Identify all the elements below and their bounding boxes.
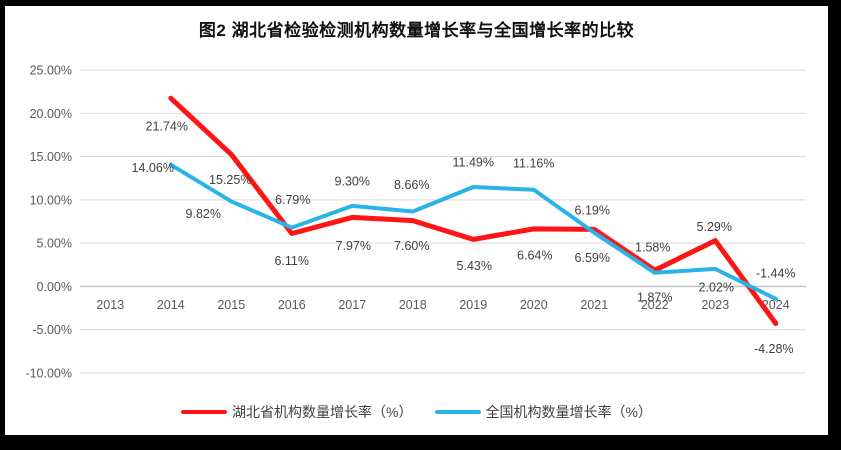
y-axis-tick-label: 15.00% [30, 150, 72, 164]
x-axis-tick-label: 2023 [701, 298, 729, 312]
data-label: 6.79% [275, 193, 310, 207]
data-label: 5.29% [697, 220, 732, 234]
data-label: 14.06% [132, 161, 174, 175]
line-chart: 25.00% 20.00% 15.00% 10.00% 5.00% 0.00% -5.00%… [25, 64, 806, 381]
x-axis-tick-label: 2017 [338, 298, 366, 312]
data-label: 11.49% [453, 155, 494, 169]
x-axis-tick-label: 2018 [399, 298, 427, 312]
legend-item-national: 全国机构数量增长率（%） [434, 402, 652, 422]
legend-swatch-national [434, 410, 481, 414]
data-label: 6.59% [575, 251, 610, 265]
x-axis-tick-label: 2016 [278, 298, 306, 312]
y-axis-tick-label: 5.00% [37, 237, 72, 251]
data-label: 7.97% [336, 239, 371, 253]
data-label: 21.74% [146, 120, 188, 134]
data-label: 6.64% [517, 248, 552, 262]
series-line-hubei [168, 95, 779, 326]
data-label: 6.11% [274, 254, 309, 268]
legend-label-hubei: 湖北省机构数量增长率（%） [232, 404, 413, 420]
x-axis-tick-label: 2014 [157, 298, 185, 312]
y-axis-tick-label: 20.00% [30, 107, 72, 121]
data-label: 1.87% [637, 291, 672, 305]
y-axis-tick-label: 25.00% [30, 64, 72, 78]
x-axis-tick-label: 2020 [520, 298, 548, 312]
x-axis-tick-label: 2013 [96, 298, 124, 312]
data-label: 7.60% [394, 239, 429, 253]
y-axis-tick-label: -5.00% [32, 323, 72, 337]
x-axis-tick-label: 2019 [459, 298, 487, 312]
data-label: 15.25% [209, 173, 251, 187]
chart-title: 图2 湖北省检验检测机构数量增长率与全国增长率的比较 [198, 21, 635, 40]
x-axis-tick-label: 2015 [217, 298, 245, 312]
legend-label-national: 全国机构数量增长率（%） [485, 404, 652, 420]
data-label: 5.43% [457, 259, 492, 273]
series-line-national [168, 162, 778, 301]
data-label: 11.16% [513, 156, 554, 170]
x-axis-tick-label: 2021 [580, 298, 608, 312]
x-axis-tick-label: 2022 [641, 298, 669, 312]
y-axis-tick-label: 10.00% [30, 193, 72, 207]
x-axis-tick-label: 2024 [762, 298, 790, 312]
data-label: -4.28% [754, 342, 794, 356]
legend-item-hubei: 湖北省机构数量增长率（%） [181, 402, 413, 422]
data-label: 1.58% [635, 240, 670, 254]
y-axis-tick-label: 0.00% [37, 280, 72, 294]
y-axis-tick-label: -10.00% [25, 367, 72, 381]
data-label: 9.82% [186, 207, 221, 221]
data-label: 2.02% [699, 280, 734, 294]
chart-legend: 湖北省机构数量增长率（%） 全国机构数量增长率（%） [5, 402, 828, 422]
data-label: 8.66% [394, 178, 429, 192]
data-label: 6.19% [575, 203, 610, 217]
data-label: -1.44% [756, 266, 796, 280]
data-label: 9.30% [335, 174, 370, 188]
legend-swatch-hubei [181, 410, 228, 414]
